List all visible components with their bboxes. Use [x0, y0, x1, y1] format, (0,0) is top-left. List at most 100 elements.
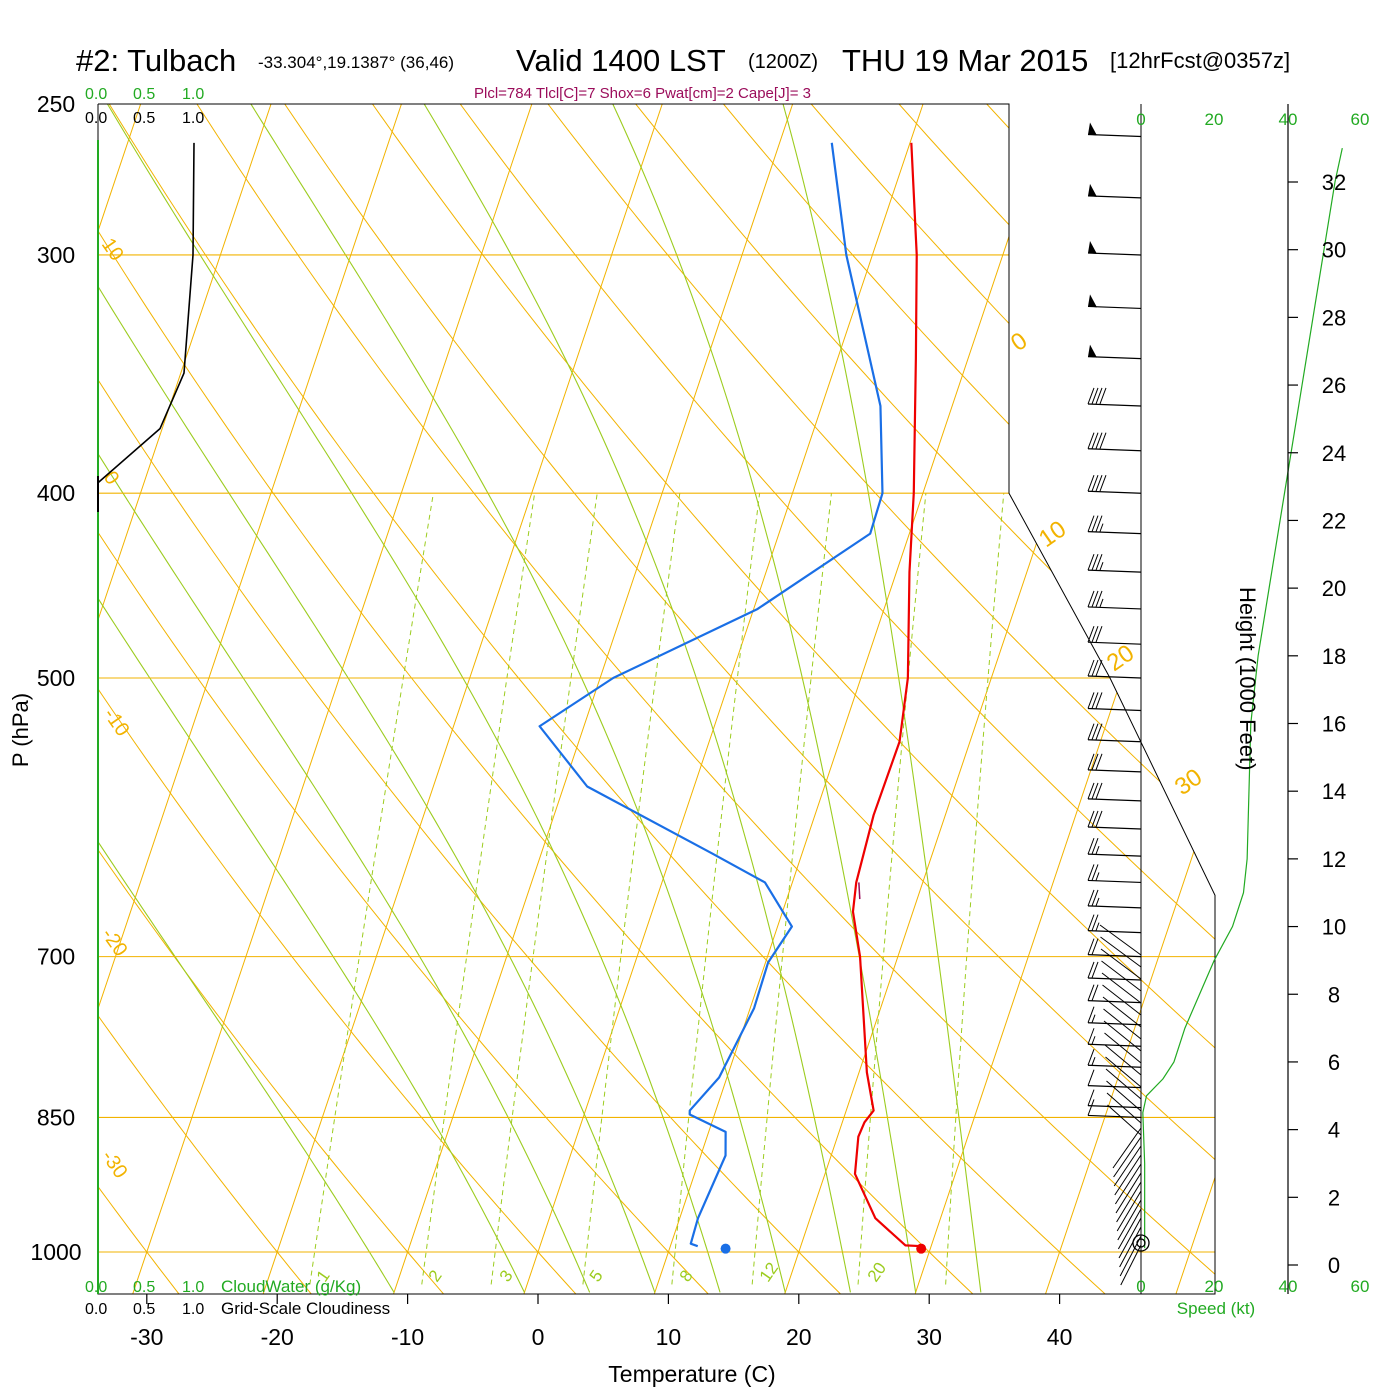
- wind-barb-flag: [1099, 387, 1107, 405]
- wind-barb-flag: [1091, 590, 1099, 608]
- x-tick-label: -30: [130, 1324, 163, 1350]
- wind-barb-shaft: [1087, 133, 1142, 138]
- wind-barb-shaft: [1087, 1105, 1142, 1109]
- wind-barb: [1087, 692, 1142, 712]
- isotherm-line: [1293, 64, 1400, 1334]
- wind-barb-low: [1116, 1181, 1142, 1223]
- mixing-ratio-line: [309, 493, 434, 1285]
- wind-barb-flag: [1091, 984, 1099, 1001]
- valid-time: Valid 1400 LST: [516, 43, 726, 78]
- wind-barb-flag: [1095, 626, 1103, 643]
- height-tick-label: 0: [1328, 1253, 1340, 1278]
- wind-barb-flag: [1087, 659, 1095, 677]
- wind-barb-low: [1113, 1136, 1142, 1178]
- height-axis-label: Height (1000 Feet): [1235, 587, 1260, 770]
- wind-barb: [1087, 344, 1142, 360]
- isotherm-label: -30: [97, 1146, 132, 1182]
- isotherm-line: [901, 104, 1215, 1294]
- wind-barb-shaft: [1087, 356, 1142, 360]
- wind-barb-mid: [1105, 1056, 1142, 1088]
- wind-barb-flag: [1091, 938, 1099, 955]
- mixing-ratio-line: [671, 493, 761, 1285]
- wind-barb-flag: [1091, 723, 1099, 740]
- wind-barb-flag: [1091, 782, 1099, 800]
- wind-barb-low: [1118, 1217, 1142, 1259]
- wind-barb-shaft: [1087, 826, 1142, 830]
- wind-barb: [1087, 961, 1142, 981]
- isotherm-label: -10: [99, 704, 134, 740]
- cloudiness-top-tick: 0.5: [133, 110, 155, 127]
- height-tick-label: 24: [1322, 441, 1346, 466]
- wind-speed-line: [1142, 148, 1343, 1249]
- wind-barb-flag: [1087, 515, 1095, 532]
- wind-barb-mid: [1104, 1044, 1142, 1076]
- wind-barb-flag: [1087, 432, 1095, 449]
- wind-barb-flag: [1087, 692, 1095, 709]
- wind-barb-flag: [1087, 753, 1095, 771]
- height-tick-label: 12: [1322, 847, 1346, 872]
- stability-indices: Plcl=784 Tlcl[C]=7 Shox=6 Pwat[cm]=2 Cap…: [474, 85, 811, 102]
- isotherm-line: [379, 104, 807, 1294]
- wind-barb-mid: [1105, 1068, 1142, 1100]
- wind-barb-shaft: [1087, 905, 1142, 909]
- wind-barb-half-flag: [1091, 1057, 1096, 1066]
- wind-barb-flag: [1095, 387, 1103, 405]
- moist-adiabat-line: [612, 104, 917, 1293]
- wind-barb-flag: [1091, 914, 1099, 931]
- wind-barb-flag: [1095, 515, 1103, 532]
- cloudiness-bottom-tick: 1.0: [182, 1301, 204, 1318]
- wind-barb: [1087, 1006, 1142, 1026]
- wind-barb-shaft: [1087, 853, 1142, 857]
- mixing-ratio-line: [857, 493, 927, 1285]
- wind-barb-flag: [1095, 692, 1103, 709]
- wind-barb-shaft: [1087, 490, 1142, 494]
- wind-barb: [1087, 432, 1142, 452]
- wind-barb-shaft: [1087, 1114, 1142, 1119]
- valid-zulu: (1200Z): [748, 51, 818, 73]
- series-temperature-line: [851, 142, 923, 1248]
- wind-barb-shaft: [1087, 769, 1142, 773]
- wind-barb-shaft: [1087, 1022, 1142, 1026]
- wind-barb-flag: [1091, 692, 1099, 709]
- calm-marker-inner: [1136, 1238, 1146, 1248]
- sounding-series: [538, 142, 927, 1254]
- height-tick-label: 6: [1328, 1050, 1340, 1075]
- mixing-ratio-label: 20: [864, 1259, 890, 1285]
- height-tick-label: 2: [1328, 1185, 1340, 1210]
- moist-adiabat-line: [98, 104, 656, 1293]
- dry-adiabat-line: [98, 104, 582, 1294]
- height-tick-label: 28: [1322, 305, 1346, 330]
- isotherm-label: 10: [97, 234, 128, 265]
- wind-barb: [1087, 1069, 1142, 1089]
- speed-top-tick: 60: [1351, 110, 1370, 129]
- wind-barb-mid: [1104, 1032, 1142, 1064]
- wind-barb-flag: [1091, 864, 1099, 881]
- wind-barb-mid: [1100, 936, 1142, 968]
- dry-adiabat-line: [348, 104, 1215, 1294]
- moist-adiabat-line: [98, 104, 591, 1293]
- wind-barb: [1087, 1049, 1142, 1068]
- wind-barb: [1087, 837, 1142, 857]
- wind-barb-shaft: [1087, 1043, 1142, 1047]
- dry-adiabat-line: [1390, 70, 1400, 1300]
- wind-barb-flag: [1095, 659, 1103, 677]
- wind-barb-shaft: [1087, 707, 1142, 712]
- wind-barb-shaft: [1087, 195, 1142, 199]
- height-tick-label: 8: [1328, 982, 1340, 1007]
- wind-barb-shaft: [1087, 1085, 1142, 1089]
- plot-outline: [97, 103, 1216, 1295]
- wind-barb-flag: [1087, 864, 1095, 881]
- wind-barb-low: [1115, 1172, 1142, 1214]
- wind-barb-flag: [1091, 837, 1099, 855]
- cloudwater-top-tick: 1.0: [182, 86, 204, 103]
- dry-adiabat-line: [521, 104, 1215, 1294]
- wind-barb-flag: [1091, 432, 1099, 449]
- wind-barb: [1087, 590, 1142, 610]
- surface-dewpoint-point: [720, 1243, 731, 1254]
- height-tick-label: 30: [1322, 238, 1346, 263]
- wind-barb-half-flag: [1099, 523, 1104, 532]
- mixing-ratio-line: [582, 493, 681, 1285]
- wind-barb: [1087, 864, 1142, 884]
- wind-barb-shaft: [1087, 930, 1142, 934]
